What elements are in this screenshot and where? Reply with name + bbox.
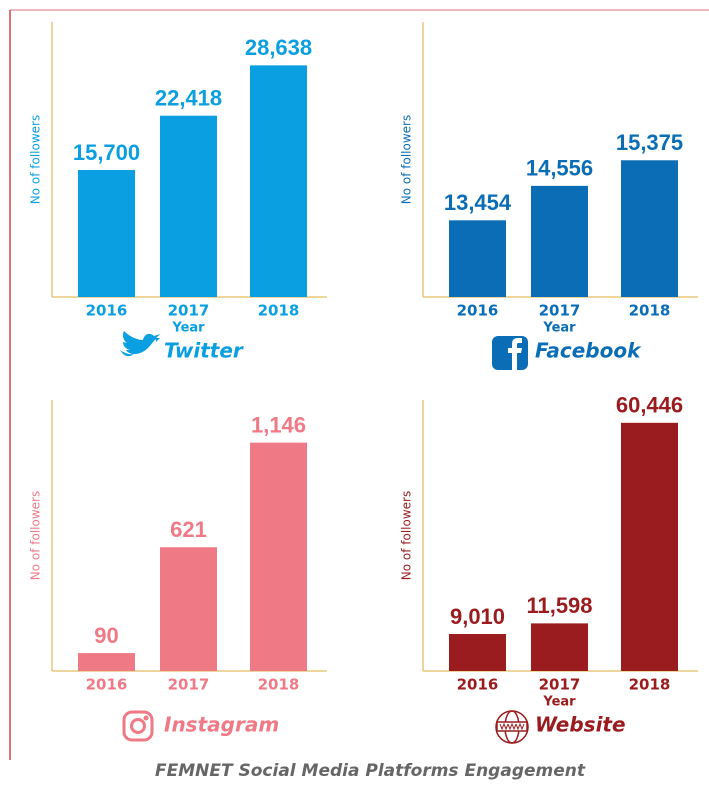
value-label: 14,556 — [526, 156, 593, 181]
bar — [250, 442, 307, 671]
website-icon — [495, 710, 529, 744]
x-axis-label: Year — [171, 321, 205, 336]
value-label: 90 — [94, 623, 118, 648]
bar — [531, 185, 588, 297]
x-tick-label: 2017 — [168, 302, 210, 320]
x-tick-label: 2016 — [86, 676, 128, 694]
value-label: 11,598 — [526, 593, 592, 618]
platform-title: Website — [535, 713, 626, 737]
bar — [531, 623, 588, 671]
bar — [449, 634, 506, 671]
bar — [78, 170, 135, 297]
value-label: 22,418 — [155, 85, 222, 110]
value-label: 28,638 — [245, 35, 312, 60]
bar — [160, 115, 217, 297]
x-axis-label: Year — [542, 695, 576, 710]
instagram-icon — [122, 710, 154, 742]
bar — [250, 65, 307, 298]
bar — [621, 422, 678, 671]
bar — [78, 653, 135, 671]
x-tick-label: 2017 — [168, 676, 210, 694]
x-tick-label: 2016 — [457, 676, 499, 694]
x-tick-label: 2017 — [539, 676, 581, 694]
value-label: 9,010 — [450, 604, 505, 629]
x-tick-label: 2018 — [258, 302, 300, 320]
twitter-icon — [120, 331, 160, 357]
platform-title: Instagram — [164, 713, 279, 737]
y-axis-label: No of followers — [29, 115, 43, 204]
value-label: 15,375 — [616, 130, 683, 155]
x-tick-label: 2016 — [457, 302, 499, 320]
bar — [449, 220, 506, 297]
y-axis-label: No of followers — [400, 491, 414, 580]
x-tick-label: 2018 — [629, 676, 671, 694]
value-label: 621 — [170, 517, 207, 542]
x-tick-label: 2018 — [258, 676, 300, 694]
platform-title: Twitter — [164, 339, 244, 363]
value-label: 60,446 — [616, 393, 683, 418]
y-axis-label: No of followers — [29, 491, 43, 580]
value-label: 13,454 — [444, 190, 512, 215]
platform-title: Facebook — [535, 339, 642, 363]
bar — [621, 160, 678, 297]
caption: FEMNET Social Media Platforms Engagement — [155, 761, 586, 781]
bar — [160, 547, 217, 671]
x-tick-label: 2016 — [86, 302, 128, 320]
x-tick-label: 2017 — [539, 302, 581, 320]
x-tick-label: 2018 — [629, 302, 671, 320]
value-label: 15,700 — [73, 140, 140, 165]
value-label: 1,146 — [251, 412, 306, 437]
facebook-icon — [492, 336, 528, 370]
x-axis-label: Year — [542, 321, 576, 336]
y-axis-label: No of followers — [400, 115, 414, 204]
